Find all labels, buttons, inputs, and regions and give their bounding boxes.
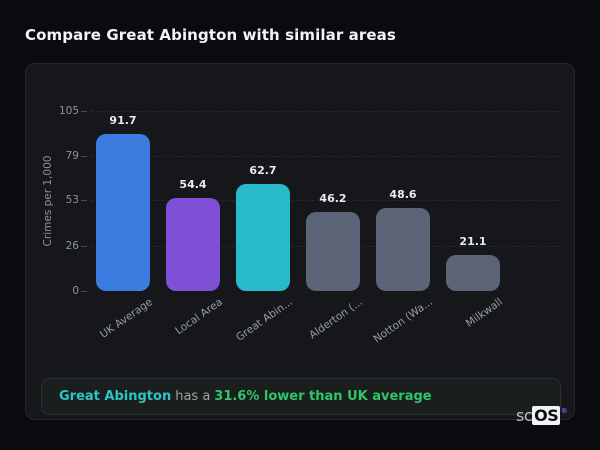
y-tick-label: 26 bbox=[65, 240, 79, 253]
y-tick-mark bbox=[81, 155, 87, 157]
chart-bar[interactable] bbox=[376, 207, 430, 291]
page-title: Compare Great Abington with similar area… bbox=[25, 26, 396, 44]
y-tick-mark bbox=[81, 111, 87, 112]
y-tick-mark bbox=[81, 291, 87, 292]
y-tick-mark bbox=[81, 246, 87, 248]
y-tick-mark bbox=[81, 200, 87, 202]
y-gridline bbox=[91, 200, 561, 202]
chart-bar[interactable] bbox=[306, 211, 360, 291]
y-tick-label: 0 bbox=[72, 285, 79, 297]
bar-chart-plot: Crimes per 1,000 0 26 53 79 105 91.7 UK Averag… bbox=[42, 105, 561, 346]
chart-bar[interactable] bbox=[166, 197, 220, 291]
bar-value-label: 46.2 bbox=[319, 191, 347, 205]
y-gridline bbox=[91, 111, 561, 112]
registered-trademark-icon: ® bbox=[560, 407, 568, 415]
y-tick-label: 53 bbox=[65, 194, 79, 207]
y-tick-label: 105 bbox=[58, 105, 79, 117]
scos-logo-box: OS ® bbox=[532, 406, 568, 425]
chart-bar[interactable] bbox=[446, 254, 500, 291]
comparison-note: Great Abington has a 31.6% lower than UK… bbox=[41, 378, 561, 415]
scos-logo-suffix: OS bbox=[534, 406, 559, 425]
scos-logo[interactable]: sc OS ® bbox=[516, 406, 568, 425]
bar-value-label: 54.4 bbox=[179, 177, 207, 191]
bar-value-label: 91.7 bbox=[109, 113, 137, 127]
note-area-name: Great Abington bbox=[59, 389, 172, 404]
note-highlight-text: 31.6% lower than UK average bbox=[214, 389, 432, 404]
y-gridline bbox=[91, 155, 561, 157]
bar-value-label: 48.6 bbox=[389, 187, 417, 201]
bar-value-label: 62.7 bbox=[249, 163, 277, 177]
chart-panel: Crimes per 1,000 0 26 53 79 105 91.7 UK Averag… bbox=[25, 63, 575, 420]
scos-logo-prefix: sc bbox=[516, 406, 533, 425]
bar-value-label: 21.1 bbox=[459, 234, 487, 248]
note-connector-text: has a bbox=[175, 389, 211, 404]
y-tick-label: 79 bbox=[65, 149, 79, 162]
chart-bar[interactable] bbox=[96, 133, 150, 291]
chart-bar[interactable] bbox=[236, 183, 290, 291]
